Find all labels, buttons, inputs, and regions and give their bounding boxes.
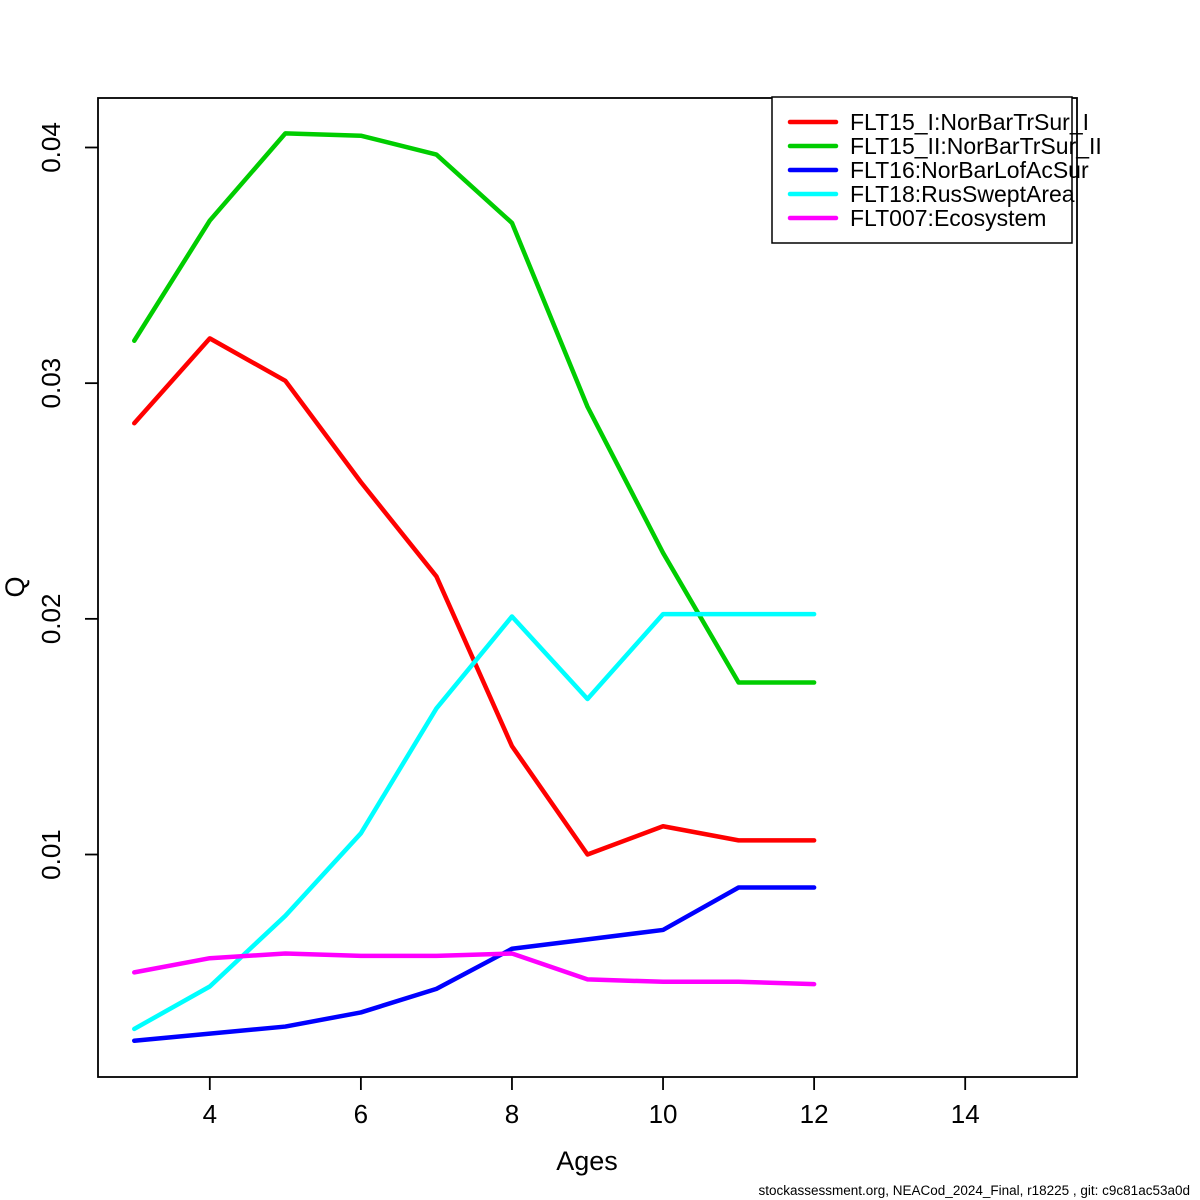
footer-citation: stockassessment.org, NEACod_2024_Final, … bbox=[758, 1183, 1190, 1198]
series-line-FLT18 bbox=[132, 611, 817, 1032]
x-axis-tick-label: 6 bbox=[354, 1099, 368, 1129]
legend-item-label: FLT15_II:NorBarTrSur_II bbox=[850, 133, 1102, 159]
y-axis-tick-label: 0.04 bbox=[36, 122, 66, 173]
x-axis-tick-label: 8 bbox=[505, 1099, 519, 1129]
y-axis-tick-label: 0.03 bbox=[36, 358, 66, 409]
legend-item-label: FLT007:Ecosystem bbox=[850, 205, 1046, 231]
series-layer bbox=[132, 131, 817, 1043]
legend-item-label: FLT16:NorBarLofAcSur bbox=[850, 157, 1089, 183]
y-axis-tick-label: 0.02 bbox=[36, 594, 66, 645]
y-axis-tick-label: 0.01 bbox=[36, 829, 66, 880]
x-axis-title: Ages bbox=[556, 1146, 618, 1176]
legend: FLT15_I:NorBarTrSur_IFLT15_II:NorBarTrSu… bbox=[771, 96, 1102, 244]
series-line-FLT16 bbox=[132, 885, 817, 1043]
series-line-FLT15_II bbox=[132, 131, 817, 685]
legend-item-label: FLT18:RusSweptArea bbox=[850, 181, 1075, 207]
x-axis-tick-label: 12 bbox=[800, 1099, 829, 1129]
legend-item-label: FLT15_I:NorBarTrSur_I bbox=[850, 109, 1089, 135]
y-axis-title: Q bbox=[0, 576, 30, 597]
plot-area-border bbox=[97, 97, 1078, 1078]
axes-layer: 4 6 8 10 12 14 0.01 0.02 0.03 0.04 bbox=[36, 122, 980, 1129]
x-axis-tick-label: 4 bbox=[203, 1099, 217, 1129]
x-axis-tick-label: 10 bbox=[649, 1099, 678, 1129]
x-axis-tick-label: 14 bbox=[951, 1099, 980, 1129]
series-line-FLT007 bbox=[132, 951, 817, 987]
